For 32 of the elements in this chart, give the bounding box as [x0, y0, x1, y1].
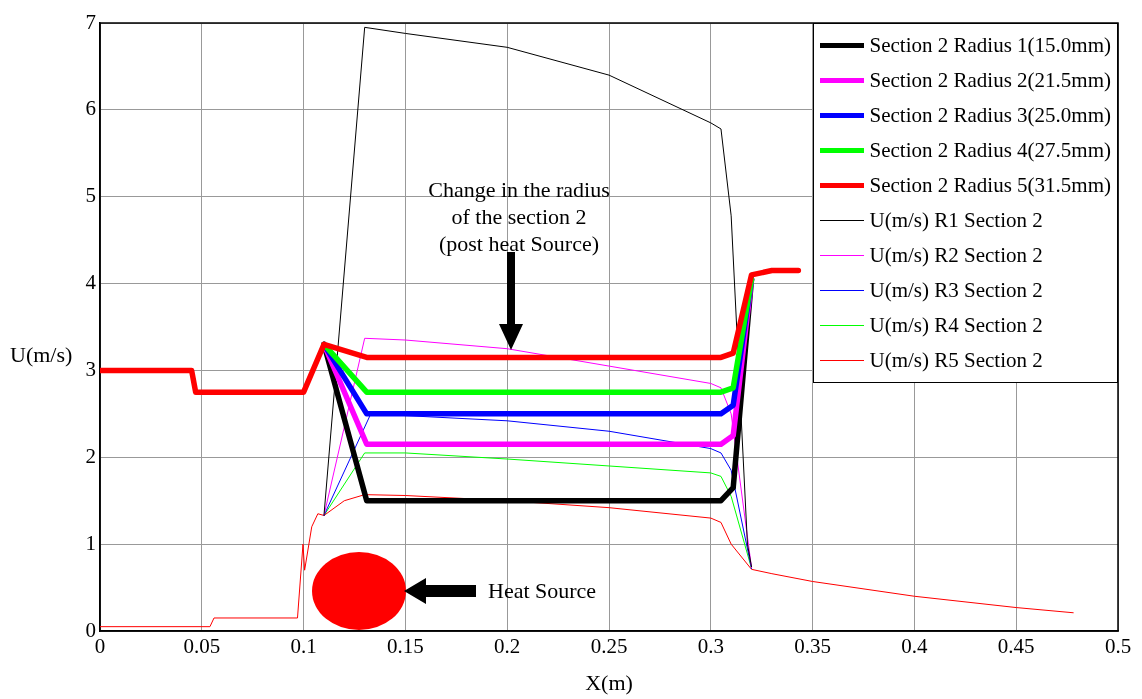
x-tick-label: 0.4 [901, 634, 929, 659]
y-tick-label: 6 [85, 96, 96, 121]
legend-label: Section 2 Radius 1(15.0mm) [869, 33, 1111, 58]
x-tick-label: 0.2 [494, 634, 521, 659]
y-tick-label: 0 [85, 617, 96, 642]
x-tick-label: 0.1 [290, 634, 317, 659]
legend-label: U(m/s) R3 Section 2 [869, 278, 1043, 303]
y-axis-title: U(m/s) [10, 341, 73, 367]
annotation: Heat Source [488, 577, 597, 603]
annotation: Change in the radius of the section 2 (post heat Source) [428, 176, 610, 256]
legend-label: U(m/s) R2 Section 2 [869, 243, 1043, 268]
legend-label: Section 2 Radius 2(21.5mm) [869, 68, 1111, 93]
x-axis-title: X(m) [585, 669, 633, 695]
y-tick-label: 7 [85, 9, 96, 34]
x-tick-label: 0.45 [997, 634, 1035, 659]
x-tick-label: 0.5 [1104, 634, 1132, 659]
legend-label: Section 2 Radius 5(31.5mm) [869, 173, 1111, 198]
legend-label: Section 2 Radius 4(27.5mm) [869, 138, 1111, 163]
legend-label: Section 2 Radius 3(25.0mm) [869, 103, 1111, 128]
y-tick-label: 5 [85, 183, 96, 208]
x-tick-label: 0.35 [794, 634, 831, 659]
legend-label: U(m/s) R1 Section 2 [869, 208, 1043, 233]
x-tick-label: 0.05 [183, 634, 221, 659]
y-tick-label: 4 [85, 270, 97, 295]
y-tick-label: 2 [85, 443, 96, 468]
x-tick-label: 0.3 [697, 634, 724, 659]
x-tick-label: 0.25 [590, 634, 628, 659]
legend-label: U(m/s) R5 Section 2 [869, 348, 1043, 373]
y-tick-label: 1 [85, 530, 96, 555]
x-tick-label: 0.15 [387, 634, 424, 659]
y-tick-label: 3 [85, 356, 96, 381]
legend-label: U(m/s) R4 Section 2 [869, 313, 1043, 338]
